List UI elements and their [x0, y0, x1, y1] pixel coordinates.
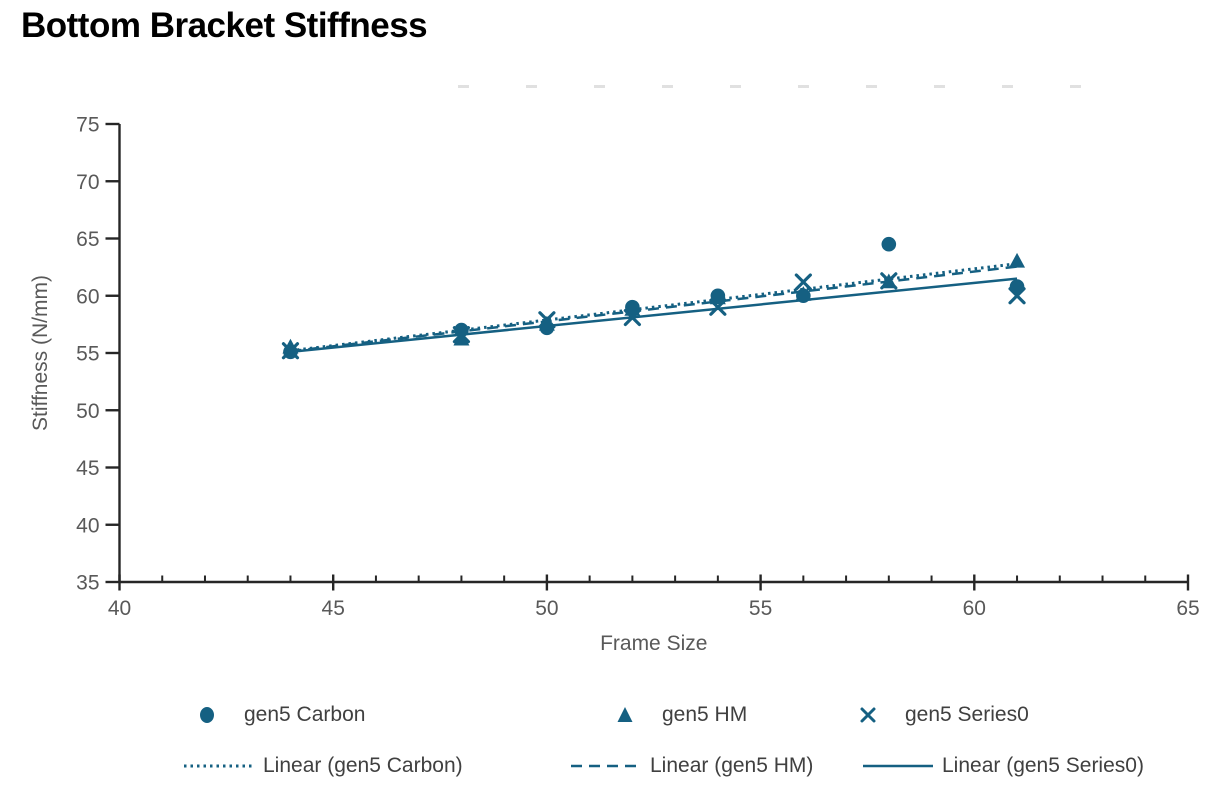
y-tick-label: 45 [76, 457, 99, 480]
legend-label: Linear (gen5 Carbon) [263, 754, 463, 777]
trendline-solid[interactable] [290, 277, 1018, 354]
y-tick-label: 35 [76, 572, 99, 595]
chart-canvas[interactable]: 35 40 45 50 55 60 65 70 75 40 45 50 55 60 65 Frame Size… [0, 0, 1208, 680]
legend-item-gen5-hm[interactable]: gen5 HM [615, 701, 747, 729]
x-marker-icon [858, 705, 878, 725]
data-point-gen5-series0[interactable] [452, 326, 471, 344]
data-point-gen5-series0[interactable] [709, 298, 727, 316]
data-point-gen5-series0[interactable] [794, 273, 812, 291]
trendline-dashed[interactable] [290, 265, 1018, 353]
legend-item-linear-gen5-hm[interactable]: Linear (gen5 HM) [570, 752, 813, 780]
legend-item-linear-gen5-carbon[interactable]: Linear (gen5 Carbon) [183, 752, 463, 780]
solid-line-icon [863, 764, 933, 768]
circle-marker-icon [197, 705, 217, 725]
dotted-trendline-icon [183, 756, 255, 776]
data-point-gen5-hm[interactable] [538, 315, 555, 331]
triangle-marker-icon [615, 705, 635, 725]
legend-label: Linear (gen5 HM) [650, 754, 814, 777]
x-axis-title: Frame Size [600, 632, 707, 655]
data-point-gen5-carbon[interactable] [881, 236, 897, 252]
data-point-gen5-carbon[interactable] [454, 322, 469, 338]
dashed-trendline-icon [570, 756, 642, 776]
dashed-line-icon [571, 764, 641, 768]
data-point-gen5-series0[interactable] [1008, 287, 1026, 305]
page-title: Bottom Bracket Stiffness [21, 6, 428, 45]
data-point-gen5-hm[interactable] [1009, 252, 1026, 268]
triangle-marker-icon [617, 707, 633, 722]
x-marker-icon [860, 707, 876, 723]
circle-marker-icon [200, 707, 214, 723]
legend-label: Linear (gen5 Series0) [942, 754, 1144, 777]
data-point-gen5-series0[interactable] [880, 272, 898, 290]
data-point-gen5-hm[interactable] [709, 289, 726, 305]
x-tick-label: 40 [108, 597, 131, 620]
x-tick-label: 65 [1176, 597, 1199, 620]
y-tick-label: 60 [76, 285, 99, 308]
legend-item-linear-gen5-series0[interactable]: Linear (gen5 Series0) [862, 752, 1144, 780]
data-point-gen5-series0[interactable] [281, 342, 300, 360]
data-point-gen5-hm[interactable] [453, 330, 470, 346]
clipped-text-artifact [458, 85, 1138, 88]
y-tick-label: 40 [76, 514, 99, 537]
data-point-gen5-series0[interactable] [538, 311, 556, 329]
x-tick-label: 45 [322, 597, 345, 620]
legend-label: gen5 Carbon [244, 703, 366, 726]
data-point-gen5-hm[interactable] [282, 338, 299, 354]
data-point-gen5-series0[interactable] [623, 308, 641, 327]
legend-row-markers: gen5 Carbon gen5 HM gen5 Series0 [0, 701, 1208, 729]
x-tick-label: 60 [963, 597, 986, 620]
x-tick-label: 50 [535, 597, 558, 620]
data-point-gen5-hm[interactable] [795, 286, 812, 301]
y-axis-title: Stiffness (N/mm) [29, 275, 52, 431]
y-tick-label: 65 [76, 228, 99, 251]
y-tick-label: 50 [76, 400, 99, 423]
legend-item-gen5-series0[interactable]: gen5 Series0 [858, 701, 1029, 729]
legend-label: gen5 HM [662, 703, 748, 726]
y-tick-label: 55 [76, 343, 99, 366]
y-tick-label: 70 [76, 171, 99, 194]
dotted-line-icon [184, 764, 254, 768]
y-tick-label: 75 [76, 114, 99, 137]
legend-item-gen5-carbon[interactable]: gen5 Carbon [197, 701, 365, 729]
solid-trendline-icon [862, 756, 934, 776]
trendline-dotted[interactable] [290, 262, 1018, 353]
x-tick-label: 55 [749, 597, 772, 620]
legend-label: gen5 Series0 [905, 703, 1029, 726]
legend-row-trendlines: Linear (gen5 Carbon) Linear (gen5 HM) Line… [0, 752, 1208, 780]
